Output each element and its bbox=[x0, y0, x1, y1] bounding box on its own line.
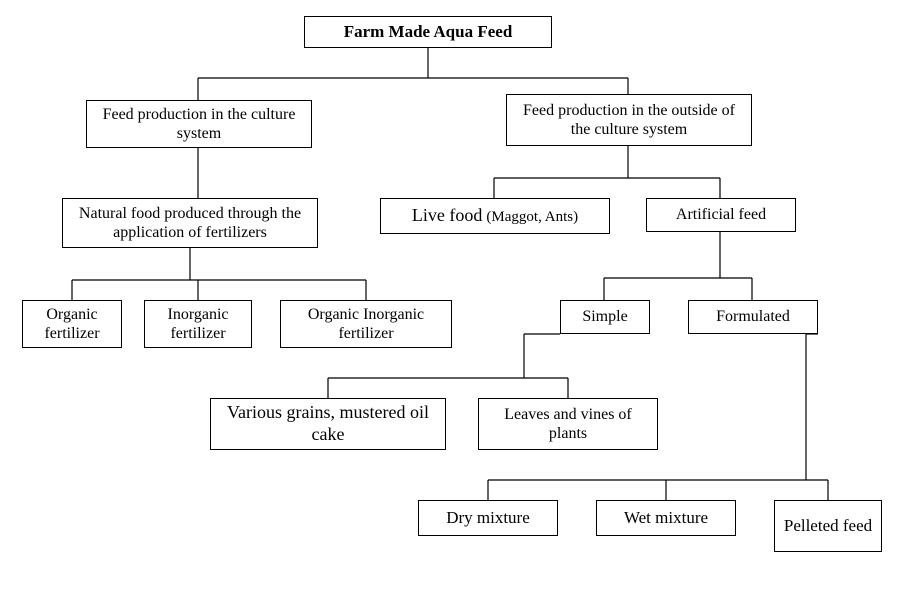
node-wet-mixture: Wet mixture bbox=[596, 500, 736, 536]
node-organic-fertilizer-label: Organic fertilizer bbox=[29, 305, 115, 343]
node-organic-inorganic-fertilizer-label: Organic Inorganic fertilizer bbox=[287, 305, 445, 343]
node-organic-inorganic-fertilizer: Organic Inorganic fertilizer bbox=[280, 300, 452, 348]
node-natural-food-label: Natural food produced through the applic… bbox=[69, 204, 311, 242]
node-pelleted-feed-label: Pelleted feed bbox=[784, 516, 872, 536]
node-live-food-label: Live food (Maggot, Ants) bbox=[412, 205, 578, 227]
node-pelleted-feed: Pelleted feed bbox=[774, 500, 882, 552]
node-formulated-label: Formulated bbox=[716, 307, 790, 326]
node-leaves-vines-label: Leaves and vines of plants bbox=[485, 405, 651, 443]
node-simple: Simple bbox=[560, 300, 650, 334]
node-root: Farm Made Aqua Feed bbox=[304, 16, 552, 48]
node-leaves-vines: Leaves and vines of plants bbox=[478, 398, 658, 450]
node-live-food: Live food (Maggot, Ants) bbox=[380, 198, 610, 234]
node-wet-mixture-label: Wet mixture bbox=[624, 508, 708, 528]
node-feed-outside-culture: Feed production in the outside of the cu… bbox=[506, 94, 752, 146]
node-grains-oilcake: Various grains, mustered oil cake bbox=[210, 398, 446, 450]
node-feed-in-culture-label: Feed production in the culture system bbox=[93, 105, 305, 143]
node-simple-label: Simple bbox=[582, 307, 627, 326]
node-artificial-feed: Artificial feed bbox=[646, 198, 796, 232]
node-artificial-feed-label: Artificial feed bbox=[676, 205, 766, 224]
node-formulated: Formulated bbox=[688, 300, 818, 334]
node-natural-food: Natural food produced through the applic… bbox=[62, 198, 318, 248]
node-feed-outside-culture-label: Feed production in the outside of the cu… bbox=[513, 101, 745, 139]
node-inorganic-fertilizer-label: Inorganic fertilizer bbox=[151, 305, 245, 343]
node-inorganic-fertilizer: Inorganic fertilizer bbox=[144, 300, 252, 348]
node-live-food-big: Live food bbox=[412, 205, 482, 225]
node-organic-fertilizer: Organic fertilizer bbox=[22, 300, 122, 348]
node-dry-mixture-label: Dry mixture bbox=[446, 508, 530, 528]
node-live-food-small: (Maggot, Ants) bbox=[486, 209, 578, 225]
node-root-label: Farm Made Aqua Feed bbox=[344, 22, 513, 42]
node-dry-mixture: Dry mixture bbox=[418, 500, 558, 536]
node-feed-in-culture: Feed production in the culture system bbox=[86, 100, 312, 148]
node-grains-oilcake-label: Various grains, mustered oil cake bbox=[217, 402, 439, 445]
